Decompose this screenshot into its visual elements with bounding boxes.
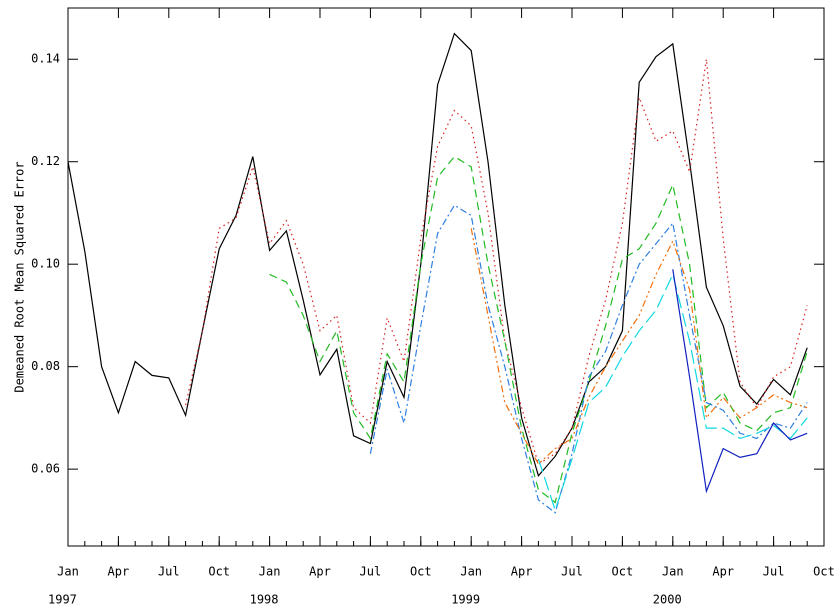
x-tick-label: Oct xyxy=(612,565,634,579)
series-line xyxy=(470,228,808,465)
x-tick-label: Oct xyxy=(208,565,230,579)
series-line xyxy=(185,59,808,465)
x-tick-label: Jul xyxy=(158,565,180,579)
y-tick-label: 0.14 xyxy=(31,52,60,66)
plot-frame xyxy=(67,7,825,547)
series-line xyxy=(269,155,808,504)
y-axis-label: Demeaned Root Mean Squared Error xyxy=(13,161,27,392)
x-tick-label: Apr xyxy=(712,565,734,579)
x-tick-label: Jul xyxy=(763,565,785,579)
x-tick-label: Apr xyxy=(309,565,331,579)
x-tick-label: Jan xyxy=(57,565,79,579)
x-year-label: 1999 xyxy=(451,593,480,607)
x-year-label: 1997 xyxy=(48,593,77,607)
y-tick-label: 0.10 xyxy=(31,257,60,271)
series-line xyxy=(369,204,808,514)
y-tick-label: 0.08 xyxy=(31,359,60,373)
x-tick-label: Jul xyxy=(360,565,382,579)
y-tick-label: 0.06 xyxy=(31,462,60,476)
series-line xyxy=(67,32,808,478)
y-tick-label: 0.12 xyxy=(31,154,60,168)
x-tick-label: Apr xyxy=(108,565,130,579)
x-year-label: 2000 xyxy=(653,593,682,607)
x-tick-label: Jan xyxy=(662,565,684,579)
x-tick-label: Jan xyxy=(460,565,482,579)
x-tick-label: Jan xyxy=(259,565,281,579)
x-tick-label: Oct xyxy=(410,565,432,579)
x-year-label: 1998 xyxy=(250,593,279,607)
series-line xyxy=(672,269,808,494)
x-tick-label: Jul xyxy=(561,565,583,579)
x-tick-label: Apr xyxy=(511,565,533,579)
x-tick-label: Oct xyxy=(813,565,835,579)
series-line xyxy=(537,272,808,513)
